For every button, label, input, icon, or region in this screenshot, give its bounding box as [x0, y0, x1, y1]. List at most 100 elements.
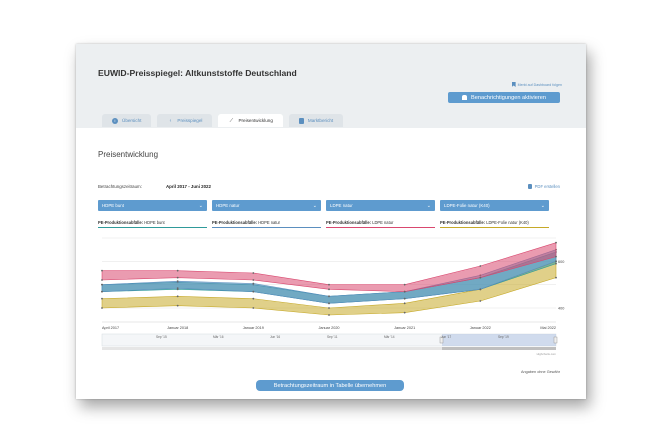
data-point [101, 290, 103, 293]
legend-name: HDPE natur [258, 220, 281, 225]
data-point [101, 307, 103, 309]
x-tick-label: Januar 2019 [243, 326, 264, 330]
line-chart-icon: ⟋ [229, 117, 234, 124]
tab-label: Preisspiegel [177, 118, 203, 123]
chevron-down-icon: ⌄ [312, 202, 317, 209]
data-point [176, 276, 179, 279]
product-select-3[interactable]: LDPE natur ⌄ [326, 200, 435, 211]
data-point [328, 302, 330, 305]
price-chart: April 2017 Januar 2018 Januar 2019 Januar 2… [101, 237, 564, 356]
data-point [328, 314, 330, 316]
data-point [555, 276, 557, 279]
data-point [101, 279, 103, 281]
tab-label: Übersicht [122, 118, 142, 123]
product-select-1[interactable]: HDPE bunt ⌄ [98, 200, 207, 211]
scrollbar-track [102, 347, 556, 350]
data-point [176, 280, 179, 283]
tab-bar: i Übersicht ‹ Preisspiegel ⟋ Preisentwic… [102, 114, 344, 127]
data-point [479, 265, 482, 267]
pdf-link-label: PDF erstellen [534, 184, 560, 189]
data-point [328, 307, 330, 309]
legend-item-1[interactable]: PE-Produktionsabfälle: HDPE bunt [98, 220, 207, 228]
period-label: Betrachtungszeitraum: [98, 184, 142, 189]
legend-name: HDPE bunt [144, 220, 165, 225]
period-value: April 2017 - Juni 2022 [166, 184, 211, 189]
data-point [252, 279, 255, 281]
data-point [101, 283, 103, 286]
select-value: LDPE natur [330, 203, 353, 208]
navigator-selection [442, 334, 556, 346]
legend-prefix: PE-Produktionsabfälle: [326, 220, 372, 225]
data-point [176, 269, 179, 272]
y-tick-label: 400 [558, 307, 564, 311]
legend-item-4[interactable]: PE-Produktionsabfälle: LDPE-Folie natur … [440, 220, 549, 228]
x-tick-label: Mai 2022 [540, 326, 556, 330]
data-point [328, 295, 330, 298]
legend-prefix: PE-Produktionsabfälle: [440, 220, 486, 225]
data-point [555, 262, 557, 265]
select-value: HDPE bunt [102, 203, 124, 208]
tab-preisspiegel[interactable]: ‹ Preisspiegel [157, 114, 213, 127]
main-card: EUWID-Preisspiegel: Altkunststoffe Deuts… [76, 44, 586, 399]
navigator-label: Sep '11 [327, 335, 338, 339]
page-title: EUWID-Preisspiegel: Altkunststoffe Deuts… [98, 68, 297, 78]
x-tick-label: Januar 2018 [167, 326, 188, 330]
navigator-handle-left [439, 336, 444, 344]
legend-item-2[interactable]: PE-Produktionsabfälle: HDPE natur [212, 220, 321, 228]
legend-name: LDPE natur [372, 220, 394, 225]
tab-marktbericht[interactable]: Marktbericht [288, 114, 344, 127]
data-point [555, 255, 557, 258]
tab-label: Preisentwicklung [238, 118, 273, 123]
chevron-down-icon: ⌄ [198, 202, 203, 209]
disclaimer-note: Angaben ohne Gewähr [520, 370, 560, 374]
data-point [479, 300, 482, 302]
select-value: LDPE-Folie natur (K40) [444, 203, 490, 208]
bookmark-icon [511, 82, 516, 87]
product-select-4[interactable]: LDPE-Folie natur (K40) ⌄ [440, 200, 549, 211]
navigator-label: Jun '16 [270, 335, 280, 339]
data-point [328, 283, 330, 286]
bookmark-link[interactable]: Merkt auf Dashboard folgen [511, 82, 562, 87]
navigator-label: Sep '19 [498, 335, 509, 339]
data-point [176, 304, 179, 307]
notify-button-label: Benachrichtigungen aktivieren [471, 94, 546, 101]
tab-preisentwicklung[interactable]: ⟋ Preisentwicklung [218, 114, 283, 127]
data-point [403, 290, 406, 293]
bookmark-link-label: Merkt auf Dashboard folgen [517, 82, 562, 87]
chart-legend: PE-Produktionsabfälle: HDPE bunt PE-Prod… [98, 220, 549, 228]
navigator-label: Mär '16 [213, 335, 224, 339]
bell-icon [462, 95, 468, 100]
chevron-down-icon: ⌄ [540, 202, 545, 209]
data-point [555, 241, 557, 244]
data-point [101, 269, 103, 272]
tab-uebersicht[interactable]: i Übersicht [102, 114, 152, 127]
legend-name: LDPE-Folie natur (K40) [486, 220, 529, 225]
chart-credit: Highcharts.com [537, 352, 557, 356]
pdf-icon [527, 184, 532, 189]
navigator-label: Mär '14 [384, 335, 395, 339]
data-point [403, 311, 406, 314]
notify-button[interactable]: Benachrichtigungen aktivieren [448, 92, 560, 103]
data-point [252, 297, 255, 300]
document-icon [298, 117, 304, 124]
data-point [252, 272, 255, 274]
navigator-handle-right [553, 336, 558, 344]
data-point [176, 295, 179, 298]
data-point [479, 276, 482, 279]
tab-label: Marktbericht [307, 118, 334, 123]
product-selects: HDPE bunt ⌄ HDPE natur ⌄ LDPE natur ⌄ LD… [98, 200, 549, 211]
chevron-left-icon: ‹ [169, 117, 172, 124]
x-tick-label: April 2017 [102, 326, 119, 330]
apply-period-button[interactable]: Betrachtungszeitraum in Tabelle übernehm… [256, 380, 404, 391]
scrollbar-thumb [442, 347, 556, 350]
section-title: Preisentwicklung [98, 150, 159, 159]
data-point [252, 282, 255, 285]
info-icon: i [112, 117, 118, 124]
navigator-label: Jun '17 [441, 335, 451, 339]
pdf-export-link[interactable]: PDF erstellen [527, 184, 560, 189]
legend-item-3[interactable]: PE-Produktionsabfälle: LDPE natur [326, 220, 435, 228]
product-select-2[interactable]: HDPE natur ⌄ [212, 200, 321, 211]
x-tick-label: Januar 2022 [470, 326, 491, 330]
data-point [479, 288, 482, 291]
data-point [252, 290, 255, 293]
